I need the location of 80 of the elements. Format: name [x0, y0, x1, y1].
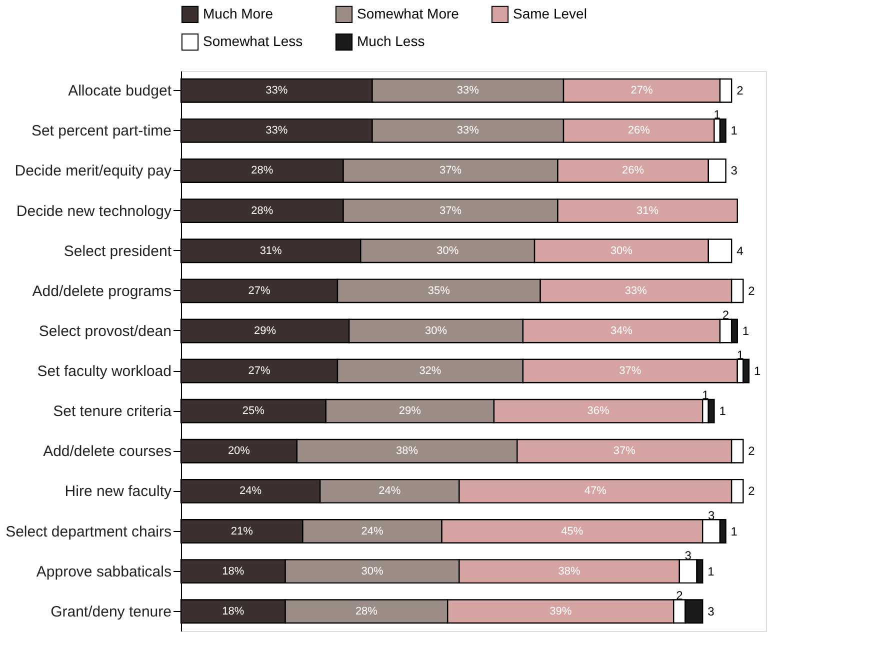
data-label: 27% — [248, 284, 270, 297]
data-label: 1 — [730, 524, 738, 538]
data-label: 1 — [714, 108, 721, 122]
data-label: 37% — [619, 365, 642, 378]
legend-label: Somewhat More — [357, 5, 460, 22]
data-label: 45% — [561, 525, 584, 538]
data-label: 21% — [230, 525, 254, 538]
data-label: 2 — [748, 444, 756, 458]
data-label: 33% — [456, 84, 480, 97]
y-tick-label: Decide merit/equity pay — [14, 162, 172, 180]
y-tick-label: Decide new technology — [16, 202, 172, 220]
data-label: 29% — [398, 405, 422, 418]
y-tick-label: Allocate budget — [68, 82, 172, 100]
data-label: 33% — [456, 124, 480, 137]
data-label: 30% — [610, 244, 633, 257]
legend-label: Much Less — [357, 33, 425, 49]
data-label: 2 — [676, 588, 684, 602]
data-label: 1 — [742, 324, 750, 338]
data-label: 27% — [248, 365, 270, 378]
data-label: 1 — [754, 364, 761, 378]
y-tick-label: Grant/deny tenure — [50, 603, 172, 620]
data-label: 38% — [396, 445, 418, 458]
data-label: 2 — [722, 308, 730, 322]
data-label: 3 — [684, 548, 692, 562]
data-label: 31% — [636, 204, 659, 217]
data-label: 24% — [240, 485, 262, 498]
data-label: 37% — [613, 445, 636, 458]
data-label: 26% — [628, 124, 650, 137]
data-label: 28% — [251, 164, 274, 177]
data-label: 3 — [730, 164, 738, 178]
data-label: 28% — [355, 605, 378, 618]
data-label: 35% — [428, 284, 450, 297]
data-label: 33% — [624, 284, 648, 297]
legend-label: Somewhat Less — [203, 33, 303, 49]
data-label: 38% — [558, 565, 581, 578]
legend-label: Same Level — [513, 5, 587, 22]
y-tick-label: Select department chairs — [6, 523, 172, 540]
data-label: 28% — [251, 204, 274, 217]
data-label: 33% — [266, 124, 288, 137]
data-label: 34% — [610, 324, 633, 337]
data-label: 1 — [736, 348, 744, 362]
data-label: 20% — [228, 445, 250, 458]
y-tick-label: Add/delete courses — [43, 443, 172, 460]
data-label: 3 — [708, 604, 715, 618]
data-label: 18% — [222, 565, 244, 578]
y-tick-label: Add/delete programs — [32, 282, 172, 300]
y-tick-label: Set tenure criteria — [53, 403, 172, 420]
legend-label: Much More — [203, 5, 274, 22]
y-tick-label: Set percent part-time — [31, 122, 172, 140]
data-label: 37% — [439, 164, 462, 177]
data-label: 18% — [222, 605, 244, 618]
data-label: 26% — [622, 164, 644, 177]
data-label: 31% — [260, 244, 282, 257]
data-label: 2 — [736, 84, 744, 98]
data-label: 36% — [587, 405, 610, 418]
data-label: 32% — [419, 365, 442, 378]
y-tick-label: Approve sabbaticals — [36, 563, 172, 580]
y-tick-label: Set faculty workload — [37, 363, 172, 380]
y-tick-label: Hire new faculty — [64, 483, 172, 500]
y-tick-label: Select president — [64, 242, 172, 260]
data-label: 2 — [748, 484, 756, 498]
data-label: 47% — [584, 485, 607, 498]
data-label: 29% — [254, 324, 276, 337]
data-label: 39% — [550, 605, 572, 618]
y-tick-label: Select provost/dean — [38, 322, 172, 340]
data-label: 24% — [361, 525, 384, 538]
data-label: 1 — [730, 124, 738, 138]
data-label: 30% — [361, 565, 384, 578]
data-label: 30% — [424, 324, 448, 337]
data-label: 37% — [439, 204, 462, 217]
data-label: 4 — [736, 244, 744, 258]
data-label: 30% — [436, 244, 459, 257]
data-label: 2 — [748, 284, 756, 298]
data-label: 1 — [702, 388, 710, 402]
data-label: 1 — [708, 564, 715, 578]
data-label: 1 — [719, 404, 726, 418]
data-label: 24% — [378, 485, 401, 498]
data-label: 33% — [266, 84, 288, 97]
data-label: 25% — [242, 405, 265, 418]
data-label: 27% — [630, 84, 653, 97]
